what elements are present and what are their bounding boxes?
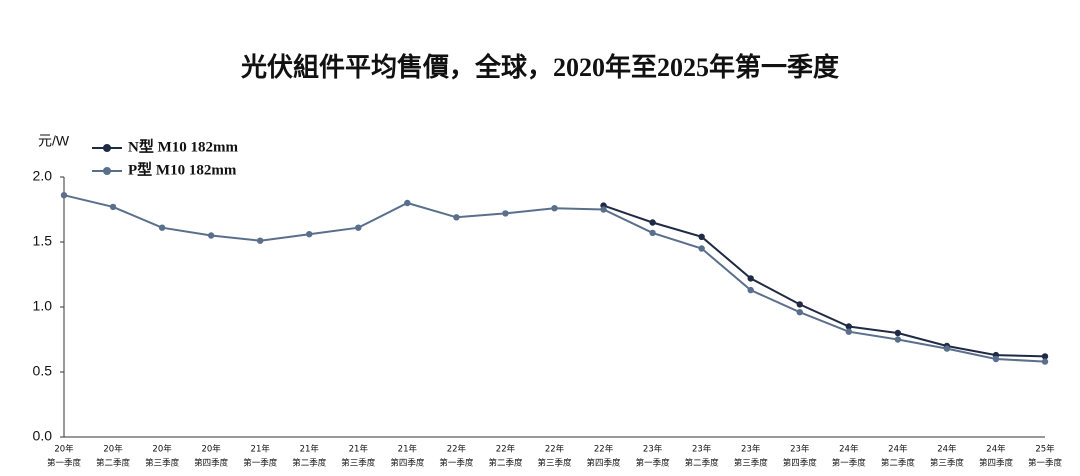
data-point [747,275,754,282]
data-point [355,224,362,231]
x-tick-label: 第一季度 [1028,458,1063,469]
y-tick-label: 0.0 [33,428,53,444]
y-tick-label: 1.0 [33,298,53,314]
x-tick-label: 第四季度 [979,458,1014,469]
x-tick-label: 22年 [545,444,565,455]
x-tick-label: 23年 [643,444,663,455]
x-tick-label: 22年 [594,444,614,455]
data-point [600,206,607,213]
x-tick-label: 20年 [152,444,172,455]
data-point [1041,353,1049,360]
chart-title: 光伏組件平均售價，全球，2020年至2025年第一季度 [240,52,839,82]
x-tick-label: 第三季度 [930,458,965,469]
legend-label: P型 M10 182mm [128,160,237,178]
data-point [845,323,852,330]
x-tick-label: 第四季度 [783,458,818,469]
y-axis-label: 元/W [38,133,70,149]
x-tick-label: 24年 [937,444,957,455]
x-tick-label: 23年 [692,444,712,455]
data-point [551,205,558,212]
x-tick-label: 第三季度 [145,458,180,469]
x-tick-label: 第一季度 [47,458,82,469]
legend-marker [103,144,111,152]
y-tick-label: 2.0 [33,168,53,184]
x-tick-label: 第二季度 [488,458,523,469]
x-tick-label: 21年 [349,444,369,455]
x-tick-label: 20年 [103,444,123,455]
x-tick-label: 24年 [986,444,1006,455]
x-tick-label: 25年 [1035,444,1055,455]
x-tick-label: 第四季度 [390,458,425,469]
y-tick-label: 1.5 [33,233,53,249]
data-point [257,237,264,244]
data-point [649,229,656,237]
x-tick-label: 24年 [839,444,859,455]
x-tick-label: 第四季度 [587,458,622,469]
x-tick-label: 第三季度 [537,458,572,469]
x-tick-label: 第一季度 [636,458,671,469]
series-line [603,204,1046,358]
x-tick-label: 第四季度 [194,458,229,469]
x-tick-label: 21年 [251,444,271,455]
x-tick-label: 第二季度 [96,458,131,469]
x-tick-label: 第二季度 [292,458,327,469]
legend-label: N型 M10 182mm [128,137,238,155]
y-tick-label: 0.5 [33,363,53,379]
data-point [306,231,313,238]
x-tick-label: 21年 [398,444,418,455]
x-tick-label: 第一季度 [243,458,278,469]
x-tick-label: 21年 [300,444,320,455]
data-point [109,203,117,211]
x-tick-label: 23年 [790,444,810,455]
data-point [796,301,803,308]
data-point [845,328,852,335]
x-tick-label: 24年 [888,444,908,455]
x-tick-label: 23年 [741,444,761,455]
x-tick-label: 22年 [496,444,516,455]
data-point [1041,358,1049,365]
x-tick-label: 20年 [54,444,74,455]
x-tick-label: 第一季度 [439,458,474,469]
data-point [698,233,705,240]
x-tick-label: 第一季度 [832,458,867,469]
data-point [894,336,902,343]
data-point [992,355,1000,363]
data-point [404,199,411,207]
x-tick-label: 20年 [201,444,221,455]
data-point [60,192,68,199]
x-tick-label: 第三季度 [734,458,769,469]
data-point [943,345,951,352]
x-tick-label: 第二季度 [685,458,720,469]
x-tick-label: 第二季度 [881,458,916,469]
x-tick-label: 22年 [447,444,467,455]
data-point [698,245,705,252]
data-point [453,214,460,221]
data-point [649,219,656,226]
x-tick-label: 第三季度 [341,458,376,469]
data-point [894,329,902,337]
data-point [158,224,166,231]
data-point [502,210,509,217]
data-point [747,286,754,294]
data-point [207,232,215,239]
data-point [796,309,803,316]
legend-marker [103,167,111,175]
